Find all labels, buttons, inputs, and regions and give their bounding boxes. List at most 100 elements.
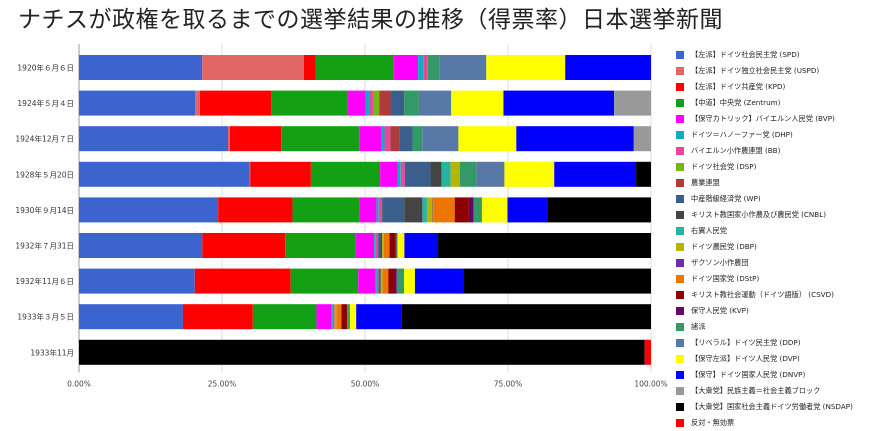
category-label: 1928年５月20日 — [15, 169, 74, 179]
bar-segment — [384, 233, 390, 258]
legend-label: 右翼人民党 — [691, 226, 727, 236]
bar-segment — [285, 233, 356, 258]
legend-swatch — [676, 419, 684, 427]
bar-segment — [281, 126, 359, 151]
legend-swatch — [676, 51, 684, 59]
bar-segment — [376, 197, 378, 222]
legend-label: 【中道】中央党 (Zentrum) — [691, 98, 780, 108]
x-tick-label: 25.00% — [208, 379, 237, 388]
category-labels: 1920年６月６日1924年５月４日1924年12月７日1928年５月20日19… — [15, 63, 74, 358]
bar-segment — [332, 304, 333, 329]
bar-segment — [419, 91, 451, 116]
legend: 【左派】ドイツ社会民主党 (SPD)【左派】ドイツ独立社会民主党 (USPD)【… — [676, 47, 890, 431]
legend-label: ザクソン小作農団 — [691, 258, 749, 268]
bar-segment — [451, 91, 503, 116]
bar-segment — [271, 91, 347, 116]
bar-segment — [356, 304, 401, 329]
legend-item: 【左派】ドイツ共産党 (KPD) — [676, 79, 890, 95]
bar-segment — [377, 269, 379, 294]
bar-segment — [397, 269, 404, 294]
bar-segment — [336, 304, 341, 329]
bar-segment — [356, 233, 374, 258]
legend-item: ドイツ＝ハノーファー党 (DHP) — [676, 127, 890, 143]
bar-segment — [391, 91, 405, 116]
legend-item: ドイツ国家党 (DStP) — [676, 271, 890, 287]
category-label: 1920年６月６日 — [17, 63, 74, 73]
legend-label: キリスト教社会運動（ドイツ語版） (CSVD) — [691, 290, 834, 300]
legend-swatch — [676, 291, 684, 299]
bar-segment — [390, 126, 399, 151]
legend-item: ドイツ社会党 (DSP) — [676, 159, 890, 175]
legend-label: 【保守左派】ドイツ人民党 (DVP) — [691, 354, 800, 364]
legend-item: 保守人民党 (KVP) — [676, 303, 890, 319]
bar-segment — [292, 197, 359, 222]
legend-swatch — [676, 179, 684, 187]
bar-segment — [458, 126, 516, 151]
bar-segment — [404, 91, 419, 116]
bar-segment — [79, 304, 183, 329]
bar-segment — [335, 304, 337, 329]
bar-segment — [250, 162, 311, 187]
legend-swatch — [676, 147, 684, 155]
legend-item: ザクソン小作農団 — [676, 255, 890, 271]
bar-segment — [504, 162, 554, 187]
legend-item: 【中道】中央党 (Zentrum) — [676, 95, 890, 111]
legend-label: ドイツ国家党 (DStP) — [691, 274, 759, 284]
category-label: 1933年３月５日 — [17, 312, 74, 322]
legend-swatch — [676, 307, 684, 315]
category-label: 1933年11月 — [30, 347, 74, 357]
bar-segment — [441, 162, 450, 187]
bar-segment — [404, 269, 415, 294]
legend-swatch — [676, 227, 684, 235]
bar-segment — [398, 162, 401, 187]
bar-segment — [79, 340, 645, 365]
legend-swatch — [676, 387, 684, 395]
legend-label: キリスト教国家小作農及び農民党 (CNBL) — [691, 210, 826, 220]
bar-segment — [200, 91, 272, 116]
bar-segment — [228, 126, 230, 151]
bar-segment — [373, 91, 379, 116]
bar-segment — [183, 304, 253, 329]
bar-segment — [404, 197, 422, 222]
bar-segment — [402, 304, 651, 329]
legend-label: 反対・無効票 — [691, 418, 734, 428]
bar-segment — [218, 197, 292, 222]
legend-swatch — [676, 131, 684, 139]
bar-segment — [379, 269, 381, 294]
bar-segment — [79, 126, 228, 151]
legend-label: ドイツ農民党 (DBP) — [691, 242, 757, 252]
bar-segment — [316, 304, 331, 329]
bar-segment — [636, 162, 651, 187]
legend-item: 【保守カトリック】バイエルン人民党 (BVP) — [676, 111, 890, 127]
bar-segment — [383, 269, 389, 294]
bar-segment — [253, 304, 317, 329]
bar-segment — [316, 55, 393, 80]
bar-segment — [634, 126, 651, 151]
legend-swatch — [676, 99, 684, 107]
x-tick-label: 75.00% — [494, 379, 523, 388]
bar-segment — [413, 126, 423, 151]
bar-segment — [333, 304, 335, 329]
legend-label: 中産階級経済党 (WP) — [691, 194, 761, 204]
bar-segment — [401, 162, 405, 187]
bar-segment — [415, 269, 463, 294]
legend-label: 【保守カトリック】バイエルン人民党 (BVP) — [691, 114, 835, 124]
category-label: 1932年７月31日 — [15, 241, 74, 251]
legend-swatch — [676, 371, 684, 379]
bar-segment — [378, 233, 380, 258]
bar-segment — [399, 126, 412, 151]
legend-swatch — [676, 275, 684, 283]
legend-item: 【左派】ドイツ独立社会民主党 (USPD) — [676, 63, 890, 79]
legend-swatch — [676, 355, 684, 363]
bar-segment — [380, 269, 381, 294]
bar-segment — [469, 197, 474, 222]
bar-segment — [565, 55, 651, 80]
bar-segment — [374, 233, 376, 258]
x-tick-labels: 0.00%25.00%50.00%75.00%100.00% — [67, 379, 668, 388]
legend-label: 【左派】ドイツ社会民主党 (SPD) — [691, 50, 800, 60]
bar-segment — [395, 269, 397, 294]
bar-segment — [460, 162, 477, 187]
bar-segment — [422, 197, 427, 222]
legend-item: 【大衆党】民族主義＝社会主義ブロック — [676, 383, 890, 399]
legend-label: ドイツ社会党 (DSP) — [691, 162, 756, 172]
